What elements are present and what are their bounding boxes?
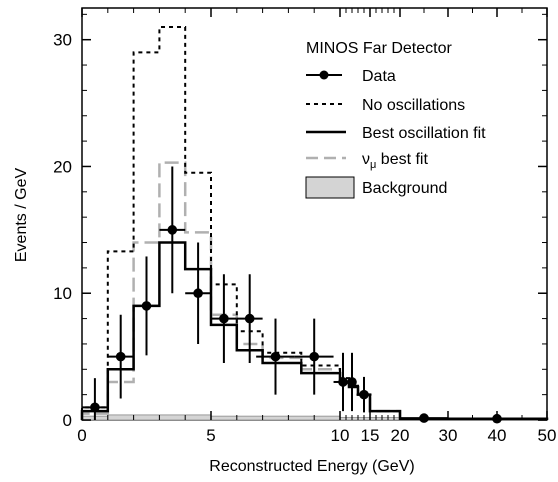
x-tick-label-1: 5 [206,426,215,445]
data-point-9 [333,352,348,412]
data-point-2 [133,256,160,356]
x-tick-label-6: 40 [488,426,507,445]
series-data [82,166,522,424]
legend-data-label: Data [362,68,396,85]
data-point-4-marker [193,288,203,299]
legend-numu-nu: ν [362,151,370,168]
y-tick-label-2: 20 [53,157,72,176]
legend-numu-sub: μ [370,159,376,171]
data-point-11-marker [359,389,369,400]
axes: 0 10 20 30 0 5 10 15 20 30 40 50 [53,8,556,445]
legend-title: MINOS Far Detector [306,40,452,57]
y-tick-label-3: 30 [53,31,72,50]
x-axis-label: Reconstructed Energy (GeV) [209,458,414,475]
data-point-11 [356,376,372,413]
data-point-10-marker [347,377,357,387]
data-point-3-marker [167,225,178,235]
legend-numu-label: νμ best fit [362,151,428,171]
background-bin-3 [210,415,341,421]
data-point-7 [256,318,295,395]
x-tick-label-5: 30 [439,426,458,445]
background-bin-2 [133,414,212,421]
legend-best-fit-label: Best oscillation fit [362,125,486,142]
data-point-2-marker [141,301,152,311]
background-bin-1 [107,414,135,421]
legend: MINOS Far Detector Data No oscillations … [305,40,486,199]
data-point-8-marker [309,351,320,362]
legend-no-osc-label: No oscillations [362,97,465,114]
y-axis-label: Events / GeV [13,168,30,263]
data-point-3 [159,166,186,294]
data-point-7-marker [270,351,281,362]
data-point-9-marker [338,377,348,387]
data-point-6-marker [244,313,255,324]
data-point-0-marker [90,402,100,413]
data-point-1 [107,314,134,399]
legend-entry-data: Data [306,68,396,85]
data-point-5-marker [219,313,229,324]
legend-entry-background: Background [305,176,447,199]
legend-entry-no-oscillations: No oscillations [306,97,465,114]
data-point-6 [236,274,263,363]
data-point-0 [82,378,108,420]
data-point-10 [347,352,357,412]
legend-background-box [305,176,355,199]
y-tick-label-0: 0 [63,411,72,430]
legend-entry-numu-best-fit: νμ best fit [306,151,428,171]
legend-entry-best-oscillation-fit: Best oscillation fit [306,125,486,142]
data-point-5 [211,274,237,363]
x-tick-label-4: 20 [391,426,410,445]
x-tick-label-7: 50 [538,426,557,445]
data-point-1-marker [115,351,126,362]
legend-numu-rest: best fit [376,151,428,168]
y-tick-label-1: 10 [53,284,72,303]
x-tick-label-0: 0 [77,426,86,445]
data-point-4 [185,242,211,344]
legend-background-label: Background [362,180,447,197]
data-point-8 [294,318,334,395]
legend-data-marker [319,70,329,80]
x-tick-label-3: 15 [361,426,380,445]
x-tick-label-2: 10 [331,426,350,445]
